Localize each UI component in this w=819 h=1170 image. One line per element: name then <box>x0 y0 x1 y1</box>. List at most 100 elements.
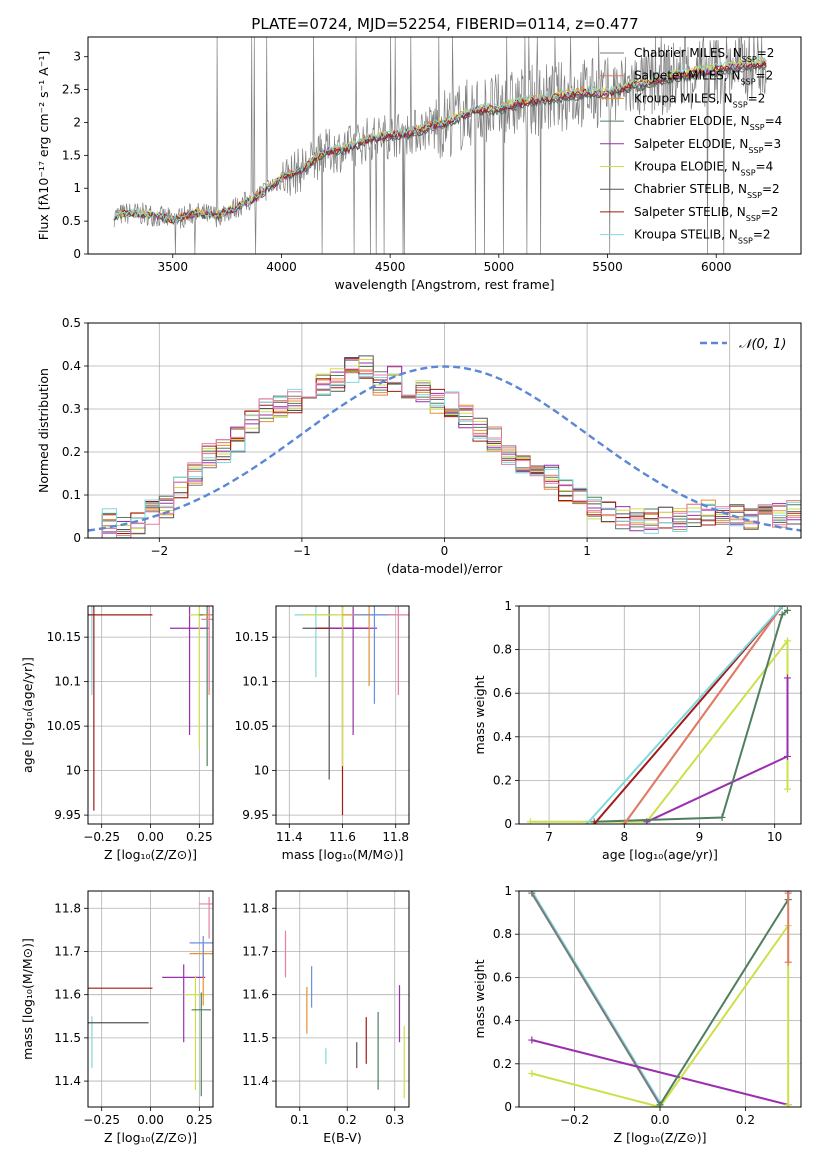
residuals-normal-curve <box>88 365 801 532</box>
mass_vs_ebv-ytick-label: 11.4 <box>242 1074 269 1088</box>
age_vs_mass-ytick-label: 9.95 <box>242 808 269 822</box>
spectrum-xtick-label: 6000 <box>701 260 732 274</box>
weight_vs_age-axes: 7 8 9 10 0 0.2 0.4 0.6 0.8 1 age [log₁₀(age/yr)] ma… <box>472 599 801 862</box>
age_vs_mass-frame <box>275 605 410 825</box>
spectrum-xlabel: wavelength [Angstrom, rest frame] <box>334 277 554 292</box>
mass_vs_ebv-frame <box>275 890 410 1108</box>
age_vs_z-xlabel: Z [log₁₀(Z/Z⊙)] <box>104 847 197 862</box>
weight_vs_z-series-line <box>531 922 790 1107</box>
age_vs_z-xtick-label: 0.25 <box>186 830 213 844</box>
weight_vs_z-marker <box>656 1101 664 1107</box>
weight_vs_age-marker <box>590 820 598 824</box>
residuals-ytick-label: 0.4 <box>62 359 81 373</box>
figure-title: PLATE=0724, MJD=52254, FIBERID=0114, z=0… <box>251 15 638 33</box>
weight_vs_z-xlabel: Z [log₁₀(Z/Z⊙)] <box>614 1130 707 1145</box>
weight_vs_age-marker <box>783 637 791 645</box>
spectrum-model-line <box>113 59 767 224</box>
weight_vs_z-plot-area <box>528 891 792 1107</box>
mass_vs_z-ytick-label: 11.8 <box>54 901 81 915</box>
residuals-ytick-label: 0.1 <box>62 488 81 502</box>
weight_vs_age-ylabel: mass weight <box>472 675 487 754</box>
age_vs_z-ytick-label: 9.95 <box>54 808 81 822</box>
residuals-histogram-step <box>88 368 801 538</box>
mass_vs_ebv-plot-area <box>284 930 405 1099</box>
weight_vs_age-marker <box>718 813 726 821</box>
weight_vs_age-ytick-label: 0.4 <box>493 730 512 744</box>
residuals-ytick-label: 0 <box>73 531 81 545</box>
weight_vs_z-marker <box>784 958 792 966</box>
weight_vs_age-series-line <box>623 606 784 824</box>
weight_vs_age-ytick-label: 0 <box>504 817 512 831</box>
weight_vs_age-ytick-label: 0.8 <box>493 643 512 657</box>
residuals-plot-area <box>88 355 801 538</box>
mass_vs_ebv-ytick-label: 11.6 <box>242 988 269 1002</box>
spectrum-ytick-label: 3 <box>73 50 81 64</box>
spectrum-legend-entry: Salpeter MILES, NSSP=2 <box>634 69 773 87</box>
mass_vs_ebv-ytick-label: 11.7 <box>242 944 269 958</box>
mass_vs_ebv-axes: 0.1 0.2 0.3 11.4 11.5 11.6 11.7 11.8 E(B-V) <box>242 891 409 1145</box>
weight_vs_age-marker <box>783 785 791 793</box>
spectrum-xtick-label: 5500 <box>592 260 623 274</box>
age_vs_z-xtick-label: −0.25 <box>83 830 120 844</box>
weight_vs_age-xtick-label: 7 <box>545 830 553 844</box>
weight_vs_age-series-line <box>585 606 783 824</box>
residuals-ytick-label: 0.2 <box>62 445 81 459</box>
age_vs_mass-ytick-label: 10.05 <box>235 719 269 733</box>
age_vs_mass-xtick-label: 11.6 <box>329 830 356 844</box>
residuals-histogram-step <box>88 369 801 538</box>
weight_vs_z-ytick-label: 0.4 <box>493 1014 512 1028</box>
mass_vs_ebv-ytick-label: 11.5 <box>242 1031 269 1045</box>
spectrum-legend-entry: Salpeter ELODIE, NSSP=3 <box>634 137 781 155</box>
mass_vs_ebv-xtick-label: 0.3 <box>385 1113 404 1127</box>
spectrum-ytick-label: 0.5 <box>62 214 81 228</box>
mass_vs_z-xtick-label: −0.25 <box>83 1113 120 1127</box>
weight_vs_z-xtick-label: 0.2 <box>736 1113 755 1127</box>
weight_vs_z-xtick-label: 0.0 <box>650 1113 669 1127</box>
mass_vs_ebv-xtick-label: 0.2 <box>338 1113 357 1127</box>
weight_vs_age-marker <box>783 606 791 614</box>
spectrum-legend-entry: Kroupa STELIB, NSSP=2 <box>634 228 771 246</box>
spectrum-ytick-label: 1 <box>73 181 81 195</box>
residuals-frame <box>87 322 802 539</box>
age_vs_z-ytick-label: 10.1 <box>54 675 81 689</box>
weight_vs_age-marker <box>583 820 591 824</box>
age_vs_z-axes: −0.25 0.00 0.25 9.95 10 10.05 10.1 10.15 Z [log₁… <box>20 606 213 862</box>
residuals-ylabel: Normed distribution <box>36 368 51 493</box>
residuals-ytick-label: 0.3 <box>62 402 81 416</box>
mass_vs_z-ytick-label: 11.6 <box>54 988 81 1002</box>
mass_vs_z-plot-area <box>88 897 213 1097</box>
spectrum-legend: Chabrier MILES, NSSP=2 Salpeter MILES, NS… <box>600 46 782 245</box>
spectrum-model-line <box>113 55 767 224</box>
weight_vs_age-marker <box>620 820 628 824</box>
weight_vs_age-ytick-label: 0.2 <box>493 773 512 787</box>
weight_vs_age-marker <box>783 674 791 682</box>
residuals-xtick-label: 0 <box>441 544 449 558</box>
mass_vs_z-ytick-label: 11.5 <box>54 1031 81 1045</box>
weight_vs_age-xtick-label: 10 <box>767 830 782 844</box>
residuals-xtick-label: −2 <box>150 544 168 558</box>
age_vs_mass-ytick-label: 10.15 <box>235 630 269 644</box>
age_vs_mass-plot-area <box>294 606 409 816</box>
weight_vs_age-frame <box>518 605 802 825</box>
age_vs_z-plot-area <box>88 606 213 811</box>
weight_vs_age-xtick-label: 9 <box>696 830 704 844</box>
mass_vs_z-ytick-label: 11.4 <box>54 1074 81 1088</box>
age_vs_mass-ytick-label: 10.1 <box>242 675 269 689</box>
spectrum-ytick-label: 2 <box>73 115 81 129</box>
weight_vs_z-marker <box>528 1070 536 1078</box>
mass_vs_z-xtick-label: 0.25 <box>186 1113 213 1127</box>
age_vs_mass-xlabel: mass [log₁₀(M/M⊙)] <box>282 847 404 862</box>
weight_vs_age-series-line <box>594 609 789 823</box>
spectrum-ytick-label: 2.5 <box>62 83 81 97</box>
weight_vs_age-ytick-label: 1 <box>504 599 512 613</box>
weight_vs_z-frame <box>518 890 802 1108</box>
mass_vs_z-frame <box>87 890 214 1108</box>
mass_vs_ebv-ytick-label: 11.8 <box>242 901 269 915</box>
weight_vs_z-ytick-label: 0.6 <box>493 970 512 984</box>
spectrum-frame <box>87 36 802 255</box>
spectrum-legend-entry: Chabrier ELODIE, NSSP=4 <box>634 114 782 132</box>
weight_vs_z-xtick-label: −0.2 <box>560 1113 589 1127</box>
weight_vs_z-ytick-label: 1 <box>504 884 512 898</box>
weight_vs_age-marker <box>783 752 791 760</box>
